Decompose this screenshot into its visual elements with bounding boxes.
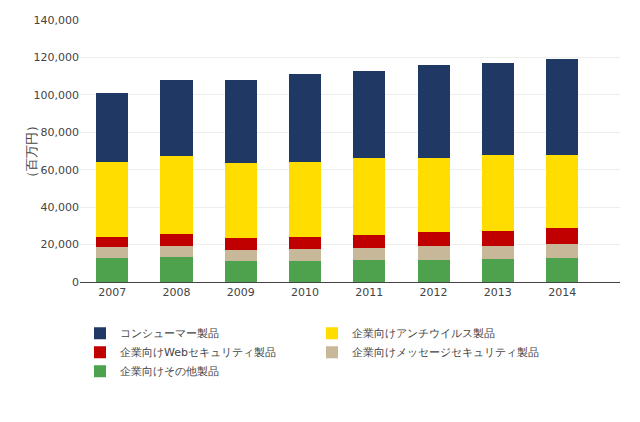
svg-text:2013: 2013	[484, 286, 512, 299]
svg-text:2014: 2014	[548, 286, 576, 299]
svg-text:2010: 2010	[291, 286, 319, 299]
svg-text:企業向けアンチウイルス製品: 企業向けアンチウイルス製品	[352, 327, 495, 340]
svg-text:60,000: 60,000	[41, 164, 80, 177]
svg-text:2007: 2007	[98, 286, 126, 299]
svg-text:120,000: 120,000	[34, 51, 80, 64]
svg-text:2009: 2009	[227, 286, 255, 299]
svg-text:2011: 2011	[355, 286, 383, 299]
svg-text:40,000: 40,000	[41, 201, 80, 214]
svg-text:企業向けその他製品: 企業向けその他製品	[120, 365, 219, 378]
svg-text:コンシューマー製品: コンシューマー製品	[120, 327, 219, 340]
svg-text:企業向けWebセキュリティ製品: 企業向けWebセキュリティ製品	[120, 346, 276, 359]
svg-text:企業向けメッセージセキュリティ製品: 企業向けメッセージセキュリティ製品	[352, 346, 539, 359]
svg-text:（百万円）: （百万円）	[24, 119, 39, 184]
svg-text:0: 0	[72, 276, 79, 289]
svg-text:100,000: 100,000	[34, 89, 80, 102]
svg-text:140,000: 140,000	[34, 14, 80, 27]
svg-text:2008: 2008	[162, 286, 190, 299]
svg-text:2012: 2012	[420, 286, 448, 299]
svg-text:80,000: 80,000	[41, 126, 80, 139]
svg-text:20,000: 20,000	[41, 238, 80, 251]
